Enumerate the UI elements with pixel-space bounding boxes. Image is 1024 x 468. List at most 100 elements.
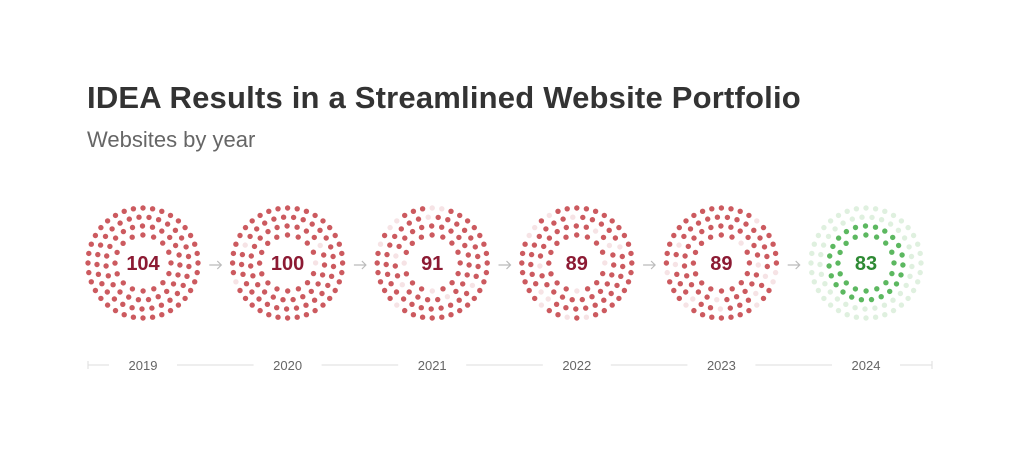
- inactive-dot: [895, 227, 902, 233]
- website-dot: [461, 227, 468, 233]
- website-dot: [754, 252, 761, 258]
- website-dot: [164, 221, 171, 227]
- website-dot: [466, 262, 472, 268]
- website-dot: [663, 260, 670, 266]
- website-dot: [409, 301, 415, 307]
- inactive-dot: [617, 244, 623, 250]
- website-dot: [265, 228, 271, 235]
- inactive-dot: [834, 296, 841, 302]
- website-dot: [321, 262, 328, 268]
- website-dot: [121, 208, 127, 214]
- website-dot: [728, 224, 734, 230]
- inactive-dot: [377, 241, 384, 247]
- website-dot: [240, 271, 246, 277]
- website-dot: [746, 307, 752, 314]
- website-dot: [828, 273, 834, 279]
- inactive-dot: [827, 302, 834, 308]
- website-dot: [718, 232, 724, 238]
- website-dot: [554, 280, 560, 286]
- website-dot: [230, 269, 237, 276]
- website-dot: [438, 305, 444, 311]
- website-dot: [410, 208, 417, 214]
- website-dot: [140, 315, 146, 321]
- website-dot: [280, 297, 286, 303]
- website-dot: [546, 235, 553, 241]
- website-dot: [826, 263, 832, 269]
- website-dot: [737, 208, 743, 214]
- website-dot: [878, 294, 884, 300]
- inactive-dot: [815, 287, 822, 294]
- website-dot: [676, 295, 682, 302]
- website-dot: [601, 307, 607, 314]
- website-dot: [852, 286, 859, 292]
- inactive-dot: [853, 206, 860, 212]
- website-dot: [528, 261, 534, 268]
- website-dot: [88, 279, 95, 285]
- inactive-dot: [538, 289, 544, 295]
- website-dot: [429, 232, 435, 238]
- inactive-dot: [872, 305, 878, 311]
- arrow-icon: [498, 260, 512, 270]
- website-dot: [415, 294, 421, 300]
- website-dot: [262, 220, 268, 226]
- website-dot: [149, 224, 156, 230]
- website-dot: [681, 263, 688, 269]
- inactive-dot: [844, 208, 850, 214]
- inactive-dot: [821, 295, 827, 302]
- website-dot: [184, 273, 190, 279]
- inactive-dot: [772, 269, 779, 276]
- website-dot: [533, 281, 539, 287]
- website-dot: [284, 223, 290, 229]
- website-dot: [737, 228, 743, 234]
- inactive-dot: [602, 260, 608, 266]
- inactive-dot: [881, 302, 888, 308]
- inactive-dot: [887, 221, 894, 227]
- website-dot: [484, 260, 490, 266]
- website-dot: [384, 251, 390, 258]
- tick-label-gap: [832, 357, 900, 373]
- website-dot: [699, 312, 706, 318]
- website-dot: [112, 307, 119, 314]
- inactive-dot: [905, 224, 911, 231]
- inactive-dot: [852, 305, 858, 311]
- website-dot: [691, 212, 697, 219]
- website-dot: [102, 233, 109, 240]
- website-dot: [698, 301, 704, 307]
- inactive-dot: [564, 314, 570, 320]
- inactive-dot: [882, 312, 888, 318]
- website-dot: [418, 305, 424, 311]
- website-dot: [827, 253, 833, 259]
- website-dot: [256, 260, 263, 266]
- website-dot: [149, 305, 155, 311]
- website-dot: [737, 312, 743, 318]
- website-dot: [519, 260, 525, 266]
- website-dot: [684, 273, 690, 279]
- website-dot: [833, 282, 839, 288]
- website-dot: [724, 296, 730, 303]
- value-label: 91: [421, 253, 443, 275]
- value-label: 89: [710, 253, 732, 275]
- website-dot: [409, 228, 416, 235]
- website-dot: [327, 295, 333, 302]
- inactive-dot: [676, 242, 682, 248]
- website-dot: [85, 260, 91, 266]
- website-dot: [863, 288, 869, 294]
- website-dot: [883, 240, 889, 246]
- inactive-dot: [317, 242, 323, 249]
- inactive-dot: [738, 240, 744, 246]
- website-dot: [327, 224, 333, 231]
- website-dot: [328, 244, 334, 250]
- website-dot: [728, 206, 734, 212]
- inactive-dot: [817, 261, 823, 268]
- inactive-dot: [754, 302, 760, 308]
- website-dot: [471, 224, 477, 231]
- inactive-dot: [818, 251, 824, 258]
- website-dot: [130, 314, 137, 320]
- value-label: 104: [126, 253, 160, 275]
- website-dot: [243, 281, 250, 287]
- website-dot: [840, 289, 846, 295]
- website-dot: [574, 232, 580, 238]
- website-dot: [745, 297, 752, 303]
- website-dot: [453, 288, 459, 295]
